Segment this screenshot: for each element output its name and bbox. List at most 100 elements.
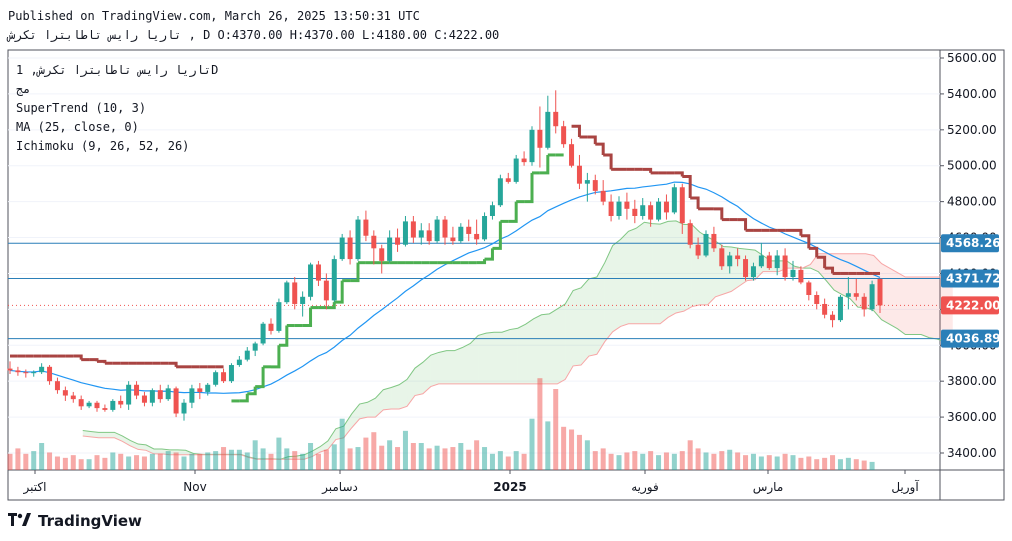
- legend-subtitle: مج: [16, 82, 31, 96]
- volume-bar: [458, 443, 464, 470]
- volume-bar: [727, 449, 733, 470]
- volume-bar: [671, 453, 677, 470]
- cloud-segment: [438, 350, 447, 384]
- volume-bar: [719, 451, 725, 470]
- cloud-segment: [810, 253, 819, 272]
- candle-body: [877, 278, 883, 306]
- tradingview-brand[interactable]: TradingView: [8, 512, 142, 530]
- legend-symbol[interactable]: تاریا رایس تاطابترا تکرش, 1D: [16, 63, 219, 77]
- candle-body: [189, 388, 195, 403]
- legend-indicator-supertrend[interactable]: SuperTrend (10, 3): [16, 101, 147, 115]
- candle-body: [592, 180, 598, 191]
- candle-body: [624, 201, 630, 209]
- volume-bar: [750, 453, 756, 470]
- cloud-segment: [604, 245, 613, 342]
- cloud-segment: [90, 431, 99, 438]
- volume-bar: [323, 449, 329, 470]
- cloud-segment: [936, 277, 945, 342]
- candle-body: [640, 205, 646, 216]
- cloud-segment: [573, 287, 582, 366]
- cloud-segment: [82, 430, 91, 437]
- volume-bar: [189, 453, 195, 470]
- y-tick-label: 5400.00: [947, 87, 997, 101]
- volume-bar: [86, 459, 92, 470]
- volume-bar: [236, 449, 242, 470]
- cloud-segment: [826, 253, 835, 291]
- volume-bar: [47, 452, 53, 470]
- supertrend-down-segment: [824, 266, 835, 274]
- volume-bar: [276, 437, 282, 470]
- candle-body: [434, 219, 440, 242]
- x-tick-label: مارس: [753, 480, 784, 495]
- candle-body: [410, 221, 416, 238]
- volume-bar: [434, 445, 440, 470]
- y-tick-label: 3400.00: [947, 446, 997, 460]
- volume-bar: [134, 455, 140, 470]
- supertrend-down-segment: [587, 135, 597, 145]
- candle-body: [537, 129, 543, 148]
- price-tag-label: 4036.89: [946, 332, 1001, 346]
- candle-body: [837, 296, 843, 321]
- candle-body: [62, 390, 68, 396]
- candle-body: [387, 237, 393, 261]
- volume-bar: [371, 432, 377, 470]
- candle-body: [252, 343, 258, 351]
- legend-indicator-ichimoku[interactable]: Ichimoku (9, 26, 52, 26): [16, 139, 190, 153]
- cloud-segment: [541, 313, 550, 384]
- volume-bar: [735, 452, 741, 470]
- supertrend-down-segment: [571, 124, 581, 137]
- volume-bar: [331, 444, 337, 470]
- volume-bar: [418, 443, 424, 470]
- cloud-segment: [557, 303, 566, 384]
- candle-body: [663, 201, 669, 213]
- candle-body: [363, 219, 369, 236]
- supertrend-down-segment: [603, 153, 613, 170]
- senkou-span-b: [82, 253, 953, 460]
- cloud-segment: [114, 432, 123, 442]
- supertrend-up-segment: [484, 248, 494, 261]
- volume-bar: [861, 460, 867, 470]
- cloud-segment: [177, 449, 186, 455]
- cloud-segment: [889, 268, 898, 329]
- candle-body: [782, 255, 788, 278]
- candle-body: [798, 269, 804, 283]
- candle-body: [134, 384, 140, 396]
- candle-body: [276, 302, 282, 331]
- candle-body: [213, 372, 219, 385]
- candle-body: [308, 264, 314, 297]
- volume-bar: [450, 447, 456, 470]
- candle-body: [450, 237, 456, 242]
- cloud-segment: [153, 448, 162, 454]
- volume-bar: [822, 457, 828, 470]
- candle-body: [513, 158, 519, 182]
- legend-indicator-ma[interactable]: MA (25, close, 0): [16, 120, 139, 134]
- volume-bar: [632, 451, 638, 470]
- cloud-segment: [921, 277, 930, 338]
- volume-bar: [181, 456, 187, 470]
- candle-body: [395, 237, 401, 245]
- candle-body: [719, 248, 725, 267]
- y-tick-label: 5600.00: [947, 51, 997, 65]
- volume-bar: [505, 456, 511, 470]
- candle-body: [671, 187, 677, 213]
- volume-bar: [743, 455, 749, 470]
- volume-bar: [308, 443, 314, 470]
- candle-body: [600, 190, 606, 202]
- y-tick-label: 5200.00: [947, 123, 997, 137]
- candle-body: [608, 201, 614, 216]
- volume-bar: [474, 440, 480, 470]
- candle-body: [347, 237, 353, 260]
- volume-bar: [228, 449, 234, 470]
- volume-bar: [70, 455, 76, 470]
- volume-bar: [497, 451, 503, 470]
- candle-body: [268, 323, 274, 331]
- cloud-segment: [660, 221, 669, 324]
- candle-body: [695, 244, 701, 256]
- candle-body: [727, 255, 733, 267]
- brand-name: TradingView: [38, 512, 142, 530]
- volume-bar: [347, 448, 353, 470]
- y-tick-label: 5000.00: [947, 159, 997, 173]
- candle-body: [228, 365, 234, 382]
- supertrend-up-segment: [271, 345, 281, 369]
